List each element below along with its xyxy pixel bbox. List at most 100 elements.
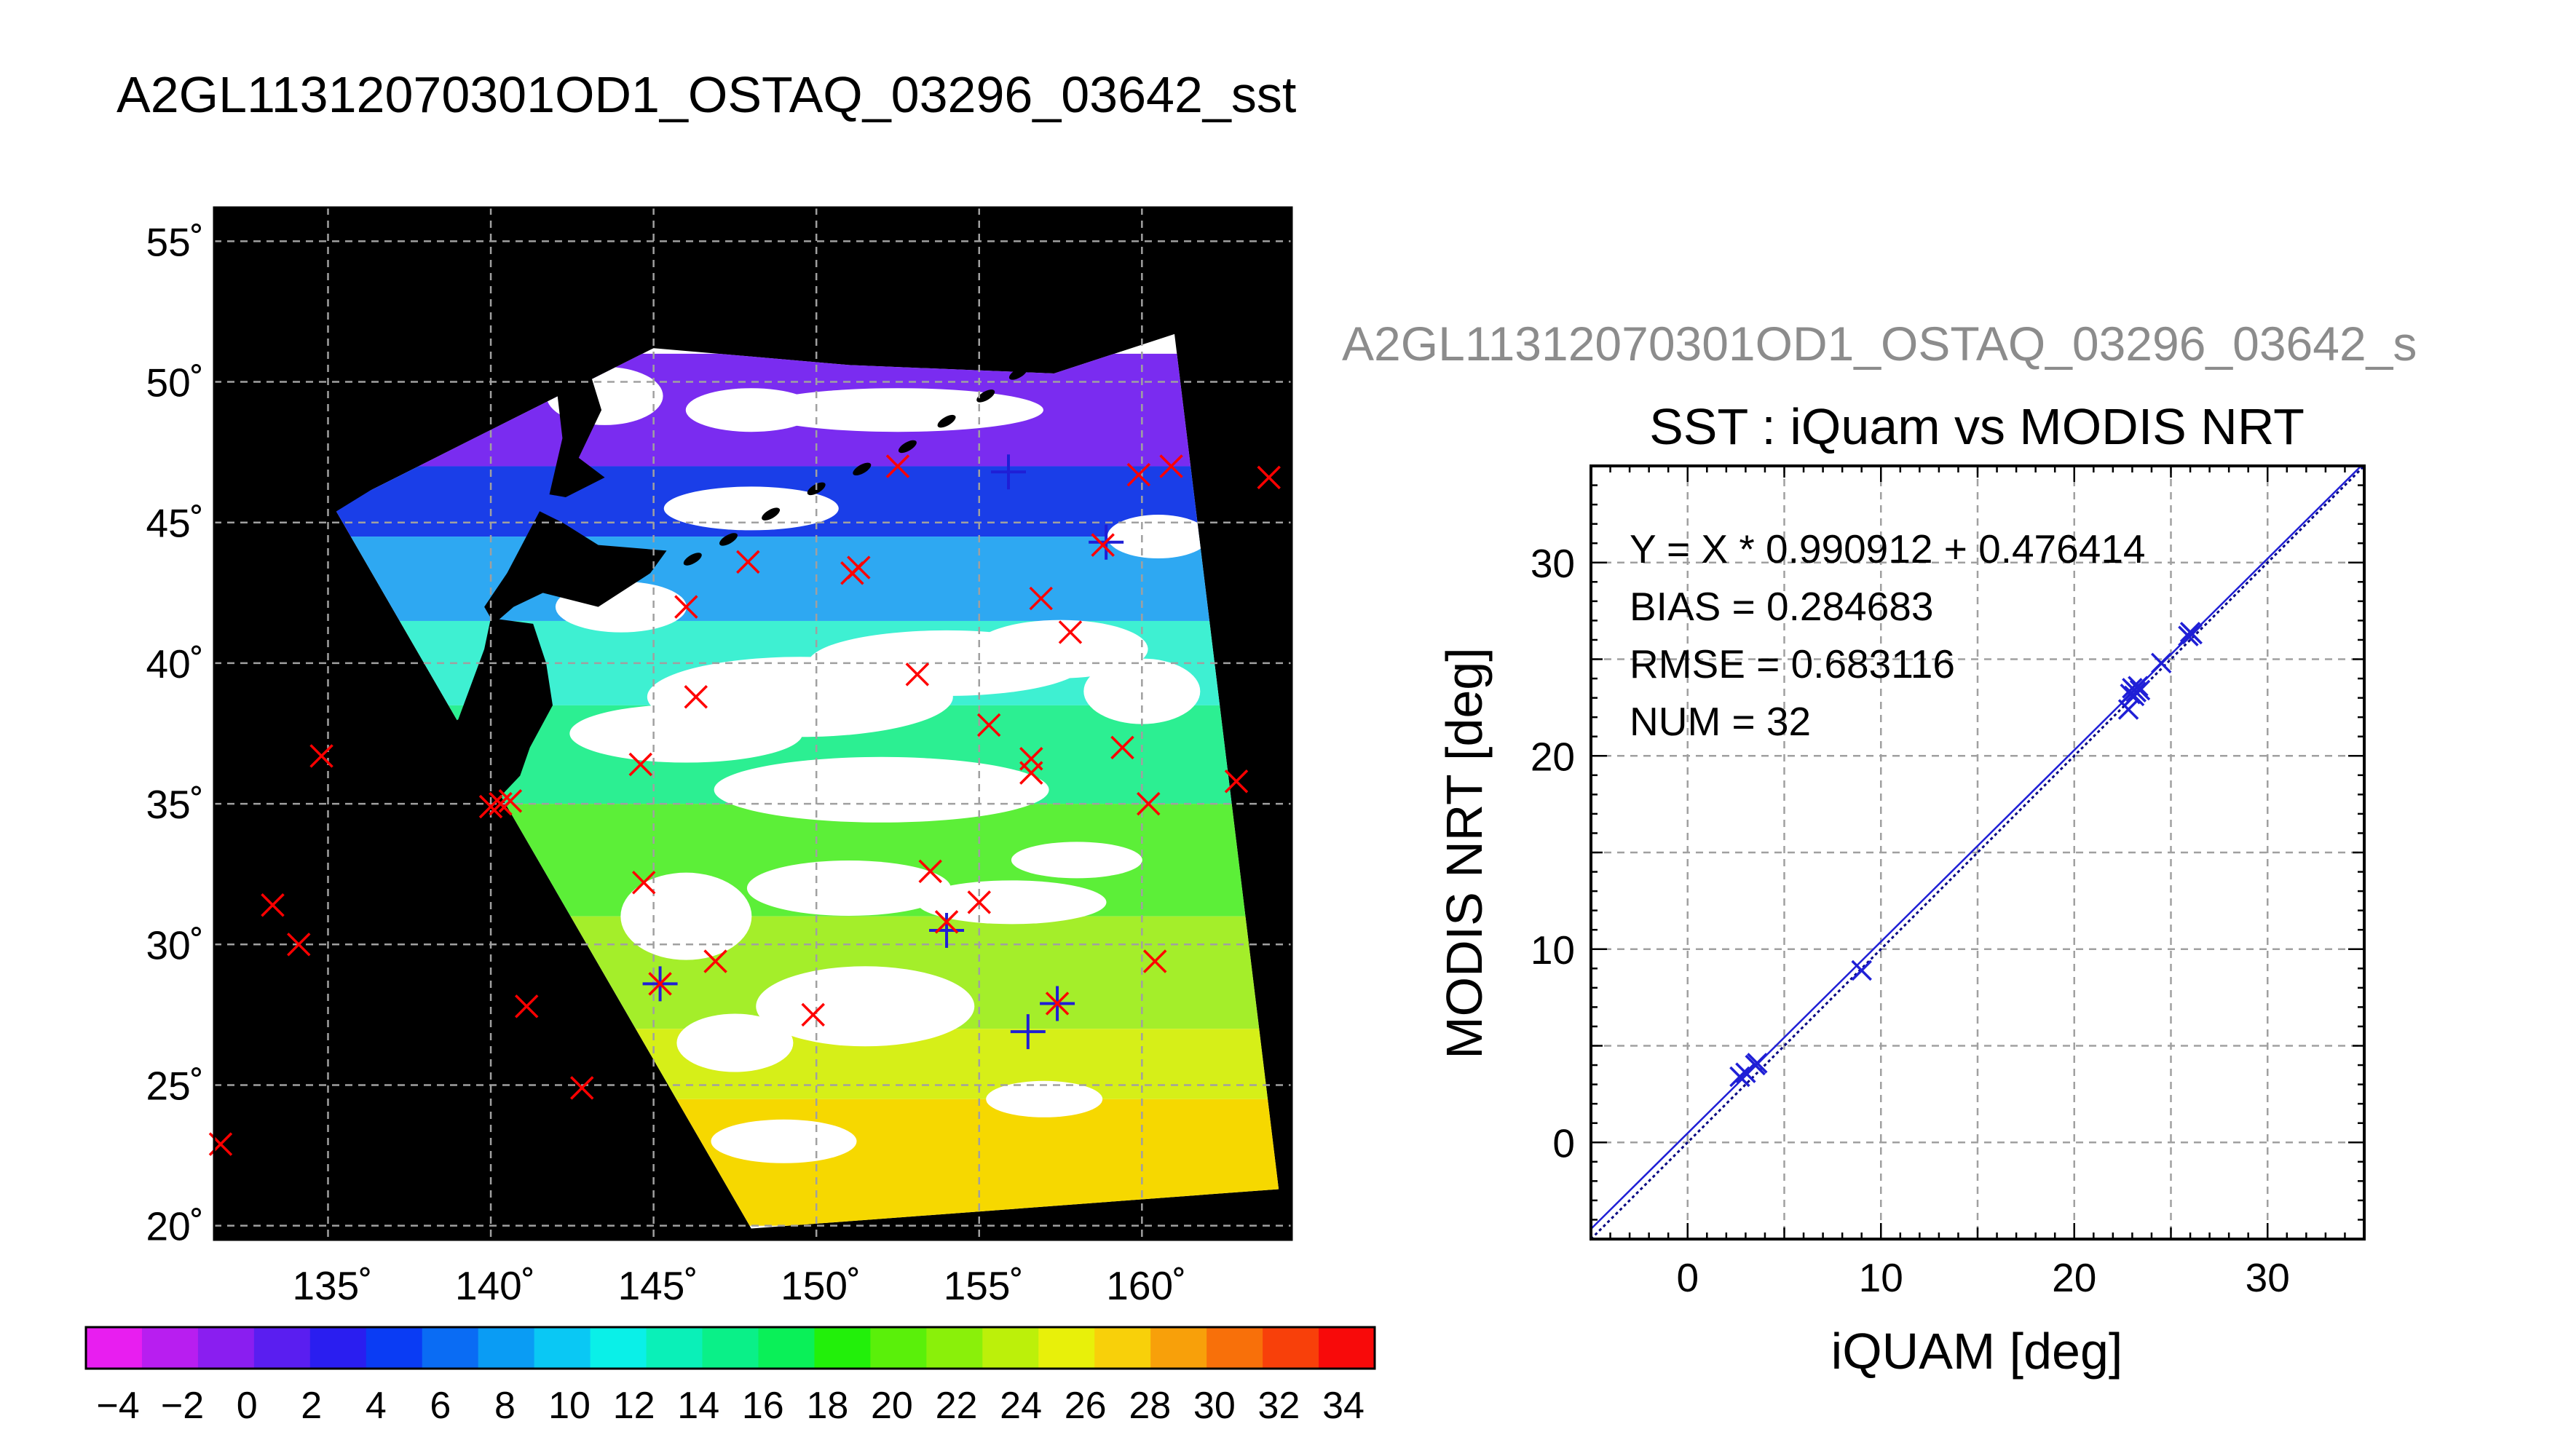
map-lon-tick-label: 155˚ [944, 1263, 1024, 1308]
colorbar-tick-label: 12 [613, 1385, 655, 1427]
red-buoy-marker [885, 454, 910, 478]
kuril-island [683, 553, 702, 566]
colorbar-segment [366, 1327, 423, 1369]
map-lat-tick-label: 25˚ [146, 1063, 205, 1108]
cloud-patch [711, 1119, 857, 1163]
colorbar-segment [758, 1327, 815, 1369]
colorbar-segment [1319, 1327, 1375, 1369]
red-buoy-marker [1159, 454, 1183, 478]
map-tick-labels: 135˚ 140˚ 145˚ 150˚ 155˚ 160˚ 20˚ 25˚ 30˚ 35˚ 40˚ 4… [146, 219, 1187, 1308]
kuril-island [762, 507, 781, 521]
map-lon-tick-label: 140˚ [455, 1263, 535, 1308]
colorbar-segment [1094, 1327, 1151, 1369]
red-buoy-marker [801, 1002, 825, 1027]
kuril-island [1008, 367, 1027, 380]
colorbar-segment [197, 1327, 255, 1369]
scatter-gridlines [1591, 466, 2364, 1239]
map-lat-tick-label: 20˚ [146, 1204, 205, 1249]
one-to-one-line [1591, 466, 2364, 1239]
scatter-stat-line: RMSE = 0.683116 [1630, 641, 1955, 687]
red-buoy-marker [918, 859, 942, 884]
red-buoy-marker [515, 994, 539, 1018]
cloud-patch [569, 704, 803, 763]
colorbar-tick-label: 24 [1000, 1385, 1042, 1427]
red-buoy-marker [934, 910, 959, 934]
sst-map-panel: 135˚ 140˚ 145˚ 150˚ 155˚ 160˚ 20˚ 25˚ 30˚ 35˚ 40˚ 4… [146, 206, 1293, 1308]
colorbar-frame [84, 1326, 1376, 1370]
colorbar-segment [534, 1327, 591, 1369]
colorbar-tick-label: 32 [1257, 1385, 1300, 1427]
scatter-point [2125, 681, 2147, 703]
map-lat-tick-label: 50˚ [146, 360, 205, 405]
red-buoy-marker [1257, 465, 1281, 490]
page-title: A2GL11312070301OD1_OSTAQ_03296_03642_sst [117, 66, 1297, 123]
cloud-patch [986, 1080, 1103, 1117]
scatter-title: SST : iQuam vs MODIS NRT [1649, 398, 2305, 455]
red-buoy-marker [840, 561, 864, 585]
colorbar-segment [870, 1327, 927, 1369]
red-buoy-marker [1137, 791, 1161, 816]
scatter-point [2129, 679, 2151, 701]
cloud-patch [746, 860, 951, 917]
colorbar-tick-label: 10 [548, 1385, 591, 1427]
colorbar-segment [814, 1327, 871, 1369]
colorbar-segment [1150, 1327, 1207, 1369]
sst-colorbar: −4 −2 0 2 4 6 8 10 12 14 16 18 20 22 24 26 28 30 32 34 [84, 1326, 1376, 1427]
red-buoy-marker [287, 933, 311, 957]
colorbar-segment [702, 1327, 759, 1369]
scatter-point [2181, 623, 2203, 645]
cloud-patch [751, 388, 1043, 432]
scatter-fit-lines [1591, 466, 2364, 1239]
hokkaido-land [484, 511, 667, 624]
cloud-patch [714, 756, 1049, 823]
scatter-point [1747, 1053, 1768, 1074]
scatter-stat-line: NUM = 32 [1630, 699, 1811, 744]
sakhalin-land [549, 283, 605, 497]
red-buoy-marker [628, 752, 652, 777]
colorbar-segment [1207, 1327, 1263, 1369]
scatter-y-tick-label: 10 [1531, 927, 1575, 973]
colorbar-tick-label: 6 [430, 1385, 451, 1427]
colorbar-segment [253, 1327, 311, 1369]
scatter-y-tick-label: 30 [1531, 541, 1575, 586]
cloud-patch [676, 1013, 794, 1072]
map-lat-tick-label: 30˚ [146, 922, 205, 968]
map-lat-tick-label: 55˚ [146, 219, 205, 264]
red-buoy-marker [498, 789, 523, 813]
red-buoy-marker [478, 794, 503, 819]
scatter-point [2178, 625, 2199, 646]
kuril-island [898, 440, 917, 454]
cloud-patch [1083, 658, 1201, 724]
colorbar-tick-label: 18 [806, 1385, 848, 1427]
scatter-stat-line: Y = X * 0.990912 + 0.476414 [1630, 526, 2146, 571]
colorbar-segment [478, 1327, 535, 1369]
colorbar-tick-label: 20 [871, 1385, 913, 1427]
colorbar-tick-label: 8 [494, 1385, 516, 1427]
red-buoy-marker [309, 744, 333, 768]
map-gridlines [214, 207, 1292, 1240]
red-buoy-marker [1110, 735, 1134, 760]
colorbar-tick-label: 26 [1065, 1385, 1107, 1427]
red-buoy-marker [905, 662, 930, 687]
map-lat-tick-label: 35˚ [146, 782, 205, 827]
red-buoy-marker [261, 893, 285, 917]
kuril-island [976, 389, 995, 403]
scatter-point [2150, 652, 2172, 674]
buoy-markers [208, 454, 1281, 1156]
scatter-point [1851, 960, 1872, 981]
scatter-x-tick-label: 30 [2246, 1255, 2290, 1300]
colorbar-segment [926, 1327, 983, 1369]
colorbar-tick-label: 22 [936, 1385, 978, 1427]
scatter-point [1729, 1066, 1750, 1088]
cloud-patch [917, 880, 1107, 925]
scatter-point [2117, 699, 2139, 720]
colorbar-segment [982, 1327, 1039, 1369]
red-buoy-marker [570, 1076, 594, 1100]
colorbar-tick-label: 28 [1129, 1385, 1171, 1427]
kuril-island [853, 462, 872, 476]
cloud-patch [1011, 842, 1142, 879]
red-buoy-marker [648, 972, 672, 996]
scatter-stats: Y = X * 0.990912 + 0.476414 BIAS = 0.2846… [1630, 526, 2146, 744]
scatter-points [1729, 622, 2203, 1088]
red-buoy-marker [631, 871, 656, 895]
